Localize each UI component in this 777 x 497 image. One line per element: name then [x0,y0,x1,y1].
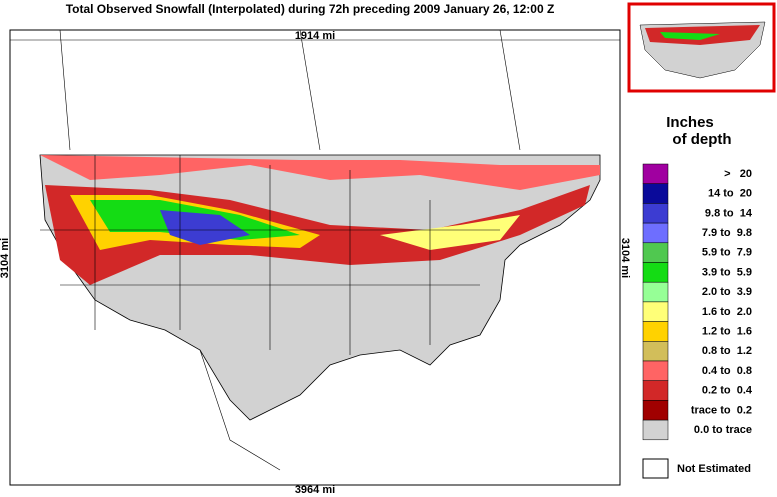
legend-label: 7.9 to 9.8 [702,227,752,239]
legend-label: 0.2 to 0.4 [702,385,753,397]
snow-band-east [380,215,520,250]
legend-title: of depth [672,131,731,148]
legend: > 20 14 to 20 9.8 to 14 7.9 to 9.8 5.9 to 7.… [642,163,753,441]
legend-swatch [642,419,669,441]
legend-label: 1.2 to 1.6 [702,326,752,338]
legend-label: 9.8 to 14 [705,207,753,219]
title: Total Observed Snowfall (Interpolated) d… [66,2,555,16]
legend-label: 14 to 20 [708,188,752,200]
legend-swatch [642,242,669,263]
legend-swatch [642,222,669,244]
left-scale: 3104 mi [0,238,11,278]
legend-label: 3.9 to 5.9 [702,266,752,278]
legend-label: 0.4 to 0.8 [702,365,752,377]
inset-map [627,2,776,93]
bottom-scale: 3964 mi [295,484,335,496]
state-borders [40,155,500,471]
legend-label: 5.9 to 7.9 [702,247,752,259]
right-scale: 3104 mi [619,238,631,278]
map: 1914 mi 3964 mi 3104 mi 3104 mi [0,29,631,496]
top-scale: 1914 mi [295,30,335,42]
legend-swatch [642,380,669,401]
legend-swatch [642,262,669,283]
legend-label: 0.8 to 1.2 [702,345,752,357]
legend-swatch [642,301,669,322]
legend-label: 1.6 to 2.0 [702,306,752,318]
legend-swatch [642,400,669,421]
legend-label: 0.0 to trace [694,424,752,436]
canada-borders [10,29,620,151]
legend-swatch [642,281,669,303]
inset-snow-core [660,32,720,40]
legend-swatch [642,203,669,224]
legend-swatch [642,341,669,362]
not-estimated-swatch [642,458,669,479]
not-estimated-label: Not Estimated [677,463,751,475]
legend-label: trace to 0.2 [691,404,752,416]
legend-swatch [642,183,669,204]
legend-label: > 20 [724,168,752,180]
legend-swatch [642,360,669,381]
snow-band-peak [160,210,250,245]
legend-title: Inches [666,114,714,131]
legend-label: 2.0 to 3.9 [702,286,752,298]
legend-swatch [642,321,669,342]
legend-swatch [642,163,669,184]
